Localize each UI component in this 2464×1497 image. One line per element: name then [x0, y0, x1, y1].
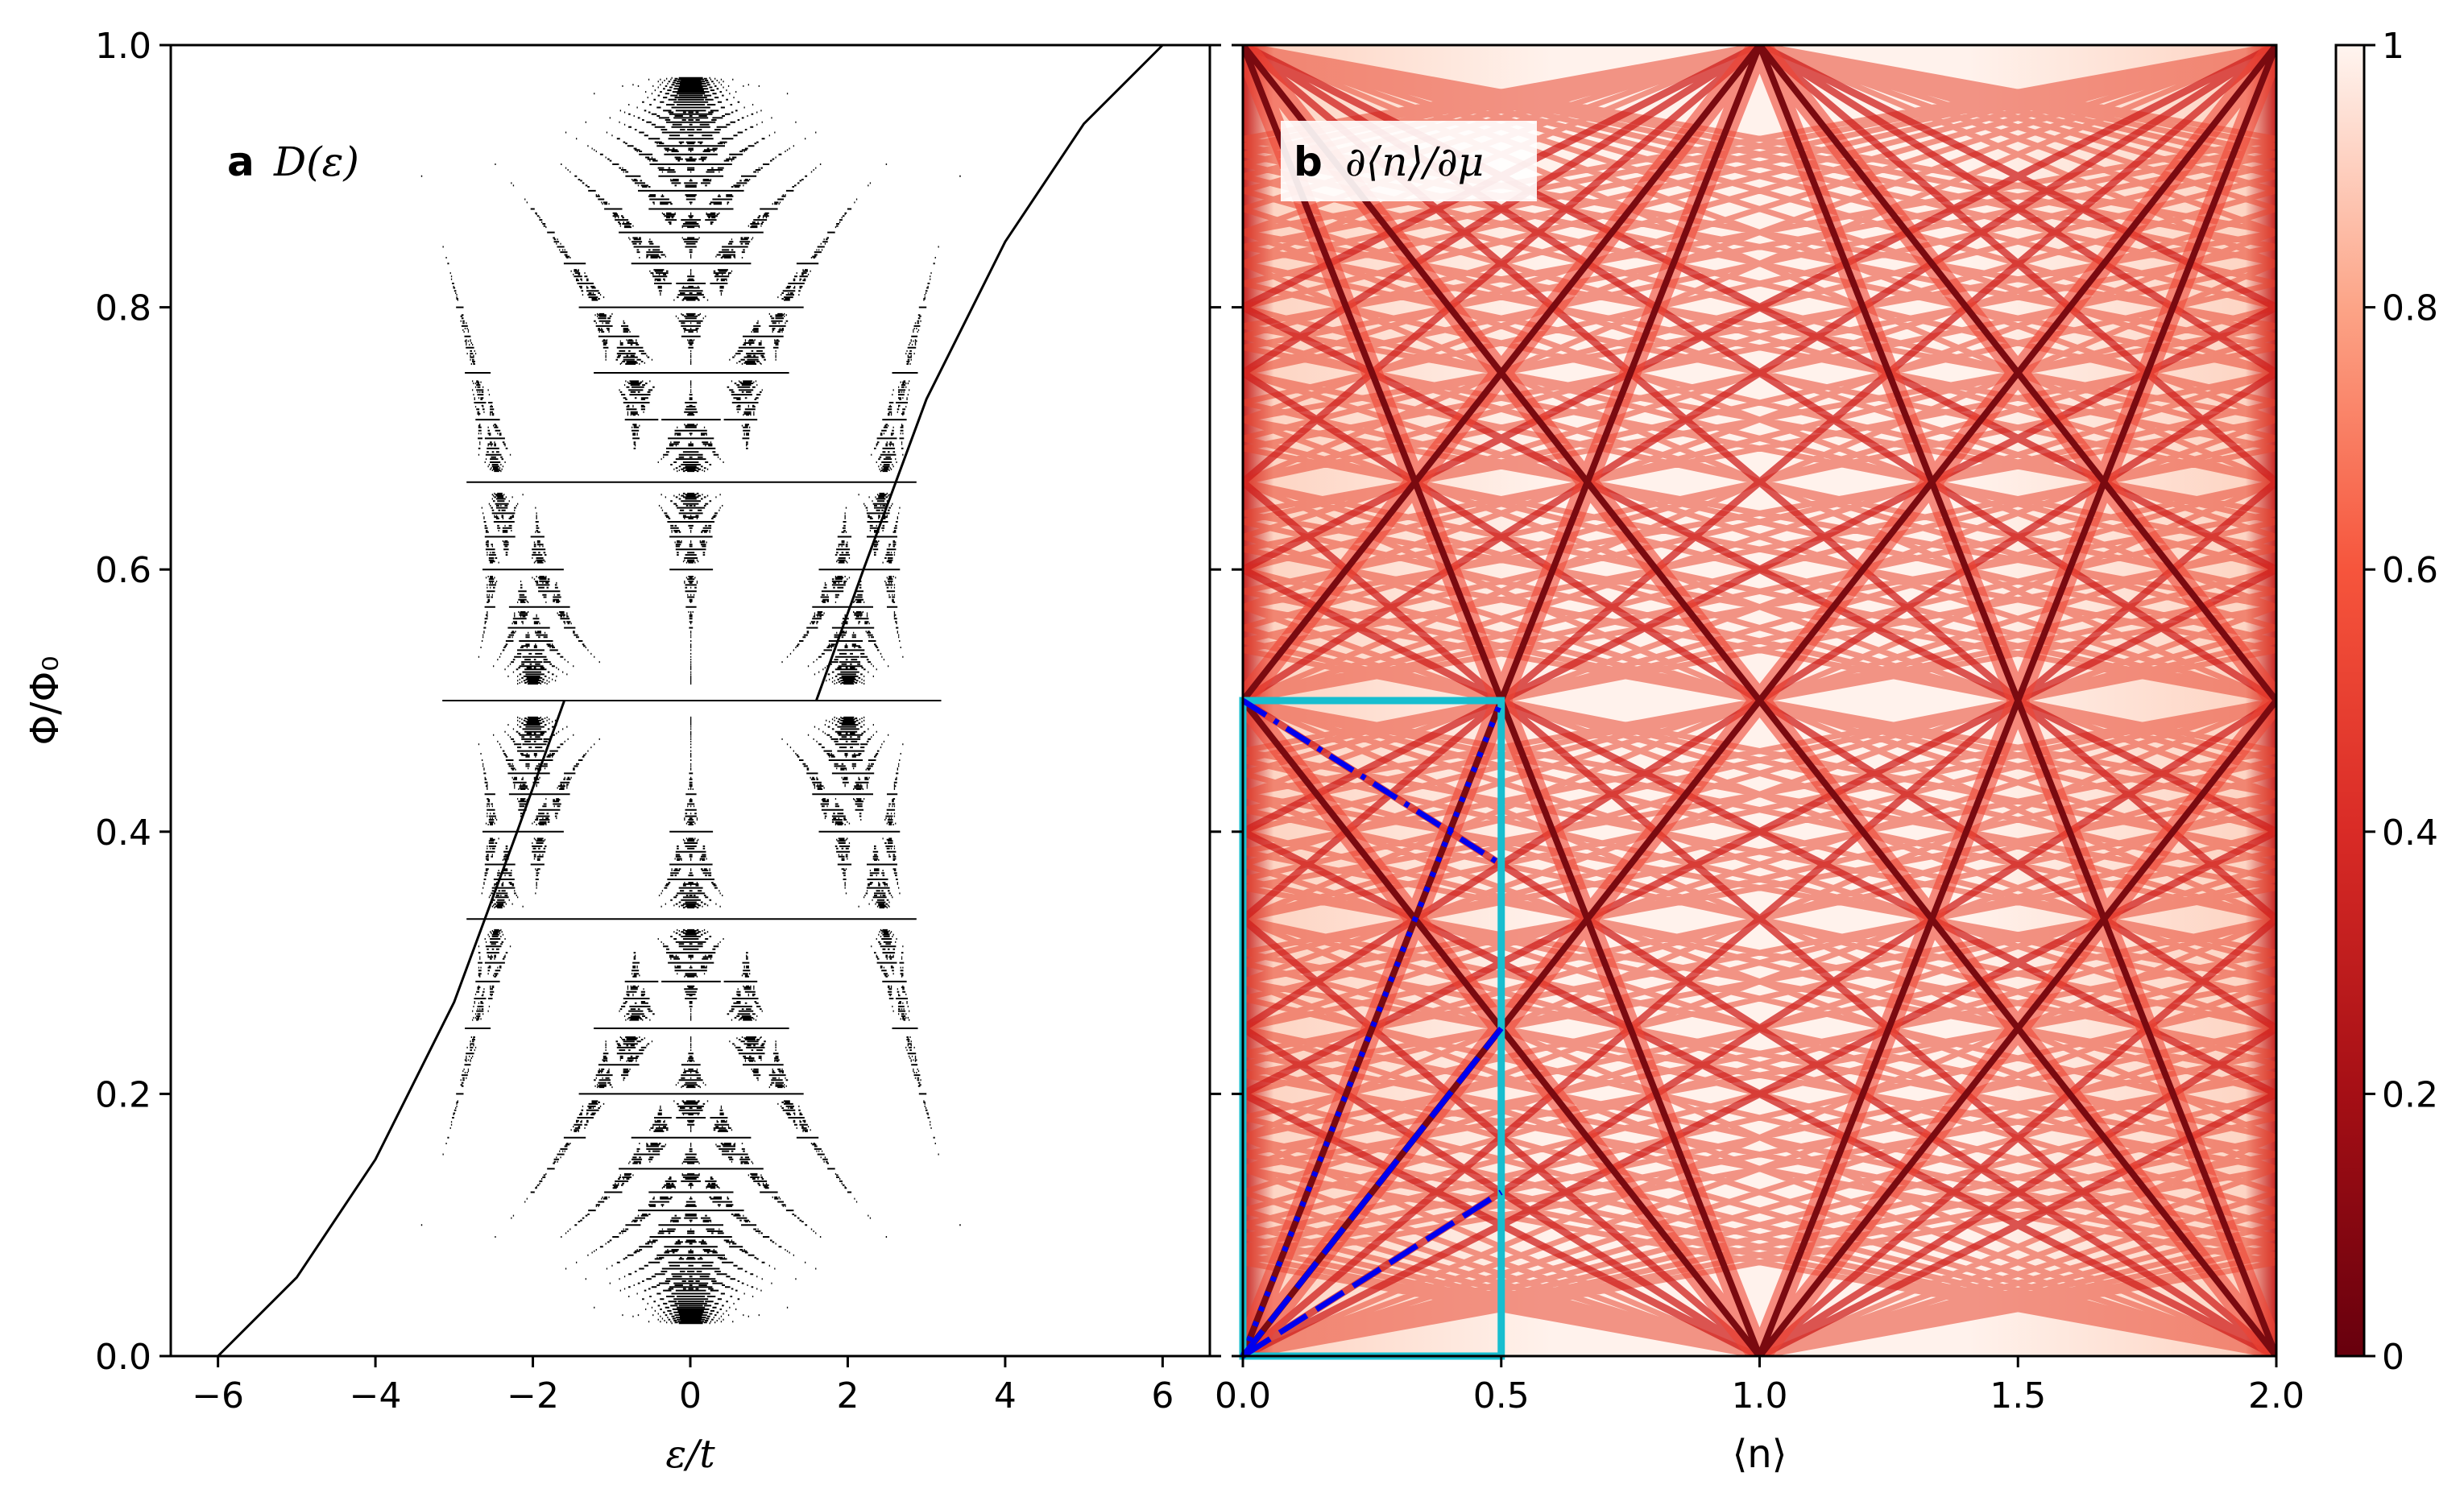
x-tick-label: −6 — [192, 1375, 244, 1416]
x-tick-label: −4 — [350, 1375, 402, 1416]
colorbar-tick-label: 0.8 — [2382, 288, 2438, 329]
colorbar-tick-label: 0 — [2382, 1337, 2404, 1378]
overlay-dashed-line — [1241, 1189, 1503, 1358]
panel-b-x-axis-label: ⟨n⟩ — [1733, 1432, 1787, 1477]
panel-a-y-axis-label: Φ/Φ₀ — [23, 656, 68, 746]
heatmap-faint-gap-lines — [1243, 45, 2276, 1356]
colorbar-tick-label: 1 — [2382, 26, 2404, 67]
panel-a: −6 −4 −2 0 2 4 60.00.20.40.60.81.0 a D(ε) ε/t … — [23, 26, 1221, 1477]
panel-b-letter: b — [1294, 139, 1323, 185]
colorbar-ticks: 0 0.2 0.4 0.6 0.8 1 — [2364, 26, 2438, 1378]
colorbar-tick-label: 0.6 — [2382, 550, 2438, 591]
x-tick-label: 6 — [1151, 1375, 1174, 1416]
panel-b: 0.0 0.5 1.0 1.5 2.0 b ∂⟨n⟩/∂μ ⟨n⟩ — [1215, 43, 2305, 1477]
colorbar-gradient — [2334, 43, 2366, 1358]
panel-a-x-axis-label: ε/t — [665, 1432, 715, 1477]
y-tick-label: 0.6 — [95, 550, 151, 591]
x-tick-label: 0.5 — [1473, 1375, 1530, 1416]
x-tick-label: 2 — [836, 1375, 859, 1416]
y-tick-label: 0.0 — [95, 1337, 151, 1378]
panel-b-ticks: 0.0 0.5 1.0 1.5 2.0 — [1215, 43, 2305, 1416]
x-tick-label: 4 — [994, 1375, 1017, 1416]
panel-a-ticks: −6 −4 −2 0 2 4 6 0.0 0.2 0.4 0.6 0.8 1.0 — [95, 26, 1221, 1416]
panel-a-title: D(ε) — [273, 139, 359, 185]
x-tick-label: −2 — [507, 1375, 559, 1416]
colorbar-tick-label: 0.4 — [2382, 813, 2438, 854]
x-tick-label: 1.5 — [1990, 1375, 2046, 1416]
y-tick-label: 1.0 — [95, 26, 151, 67]
panel-a-letter: a — [227, 139, 255, 185]
y-tick-label: 0.4 — [95, 813, 151, 854]
panel-b-title-background — [1281, 121, 1537, 201]
overlay-dashed-line — [1240, 1026, 1504, 1358]
x-tick-label: 0.0 — [1215, 1375, 1271, 1416]
panel-b-title: ∂⟨n⟩/∂μ — [1345, 139, 1484, 185]
x-tick-label: 0 — [679, 1375, 702, 1416]
y-tick-label: 0.2 — [95, 1074, 151, 1115]
y-tick-label: 0.8 — [95, 288, 151, 329]
x-tick-label: 2.0 — [2248, 1375, 2305, 1416]
band-edge-upper-envelope — [814, 43, 1164, 701]
x-tick-label: 1.0 — [1732, 1375, 1788, 1416]
overlay-dotted-line — [1240, 699, 1505, 1358]
band-edge-lower-envelope — [217, 700, 566, 1358]
colorbar-tick-label: 0.2 — [2382, 1074, 2438, 1115]
colorbar: 0 0.2 0.4 0.6 0.8 1 — [2334, 26, 2438, 1378]
